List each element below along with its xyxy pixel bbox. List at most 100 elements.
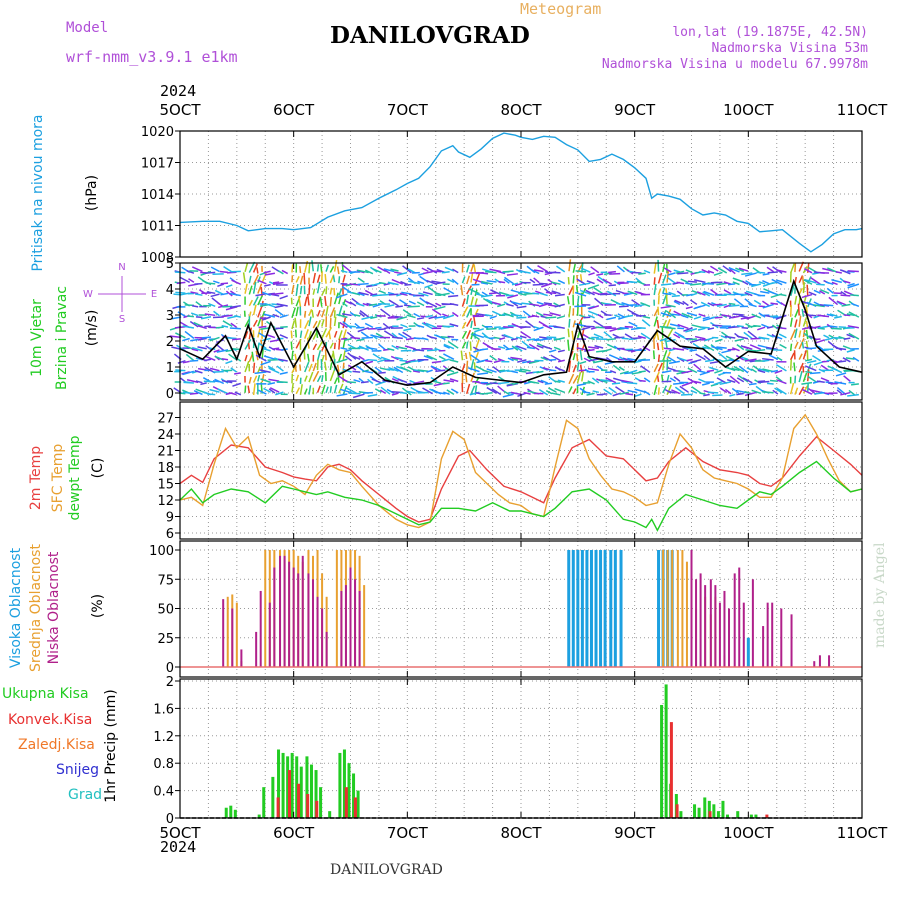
wind-arrow — [603, 388, 613, 396]
wind-arrow — [370, 316, 378, 320]
wind-arrow — [567, 328, 570, 338]
wind-arrow — [481, 291, 489, 297]
wind-arrow — [805, 279, 817, 284]
wind-arrow — [276, 380, 288, 384]
wind-arrow — [308, 316, 312, 327]
wind-arrow — [701, 268, 710, 274]
wind-arrow — [475, 292, 484, 297]
wind-arrow — [365, 360, 374, 365]
wind-arrow — [339, 321, 348, 329]
wind-arrow — [225, 290, 233, 297]
wind-arrow — [213, 349, 220, 353]
wind-arrow — [665, 310, 677, 319]
bar — [738, 567, 741, 667]
wind-arrow — [813, 304, 825, 308]
wind-arrow — [511, 282, 519, 286]
wind-arrow — [189, 320, 199, 328]
wind-arrow — [551, 281, 561, 285]
wind-arrow — [789, 329, 796, 341]
wind-arrow — [694, 304, 706, 309]
wind-arrow — [486, 368, 497, 373]
wind-arrow — [840, 291, 847, 296]
wind-arrow — [700, 301, 711, 308]
y-tick-label: 3 — [166, 309, 174, 324]
wind-arrow — [197, 337, 207, 341]
wind-arrow — [526, 338, 536, 342]
wind-arrow — [568, 386, 573, 393]
wind-arrow — [542, 345, 553, 350]
wind-arrow — [615, 386, 625, 394]
bar — [619, 550, 623, 667]
wind-arrow — [517, 359, 527, 363]
wind-arrow — [776, 387, 787, 395]
wind-arrow — [426, 354, 438, 361]
wind-arrow — [423, 355, 433, 360]
wind-arrow — [435, 369, 446, 373]
wind-arrow — [279, 371, 288, 375]
wind-arrow — [186, 270, 195, 274]
bar — [709, 579, 712, 667]
wind-arrow — [818, 325, 830, 329]
wind-arrow — [751, 313, 762, 319]
wind-arrow — [341, 313, 352, 317]
bar — [780, 608, 783, 667]
bar — [693, 804, 697, 818]
compass-south: S — [119, 314, 125, 325]
bar — [290, 752, 294, 818]
wind-arrow — [295, 374, 300, 382]
wind-arrow — [391, 278, 404, 285]
wind-arrow — [205, 345, 212, 351]
wind-arrow — [643, 377, 651, 383]
wind-arrow — [306, 293, 310, 306]
wind-arrow — [779, 343, 787, 349]
wind-arrow — [516, 305, 527, 309]
bar — [671, 550, 674, 667]
wind-arrow — [338, 276, 341, 284]
bar — [314, 770, 318, 818]
wind-arrow — [460, 285, 464, 296]
wind-arrow — [716, 303, 727, 308]
wind-arrow — [731, 315, 740, 319]
wind-arrow — [540, 356, 548, 361]
wind-arrow — [416, 317, 425, 320]
wind-arrow — [371, 378, 382, 384]
wind-arrow — [247, 342, 251, 350]
wind-arrow — [581, 371, 585, 382]
wind-arrow — [295, 306, 299, 317]
x-tick-label-top: 5OCT — [160, 101, 202, 119]
wind-arrow — [653, 316, 658, 327]
wind-arrow — [847, 283, 860, 289]
wind-arrow — [260, 360, 271, 366]
wind-arrow — [528, 360, 540, 365]
wind-arrow — [353, 314, 361, 317]
wind-arrow — [384, 304, 395, 308]
wind-arrow — [693, 315, 702, 320]
bar — [594, 550, 598, 667]
wind-arrow — [321, 328, 328, 339]
wind-arrow — [447, 335, 454, 338]
bar — [828, 655, 831, 667]
wind-arrow — [822, 267, 834, 272]
wind-arrow — [518, 370, 527, 373]
wind-arrow — [485, 270, 497, 274]
wind-arrow — [733, 365, 745, 373]
wind-arrow — [693, 363, 702, 371]
wind-arrow — [845, 357, 855, 360]
wind-arrow — [706, 369, 715, 373]
wind-arrow — [794, 387, 799, 395]
bar — [277, 749, 281, 818]
wind-arrow — [210, 293, 220, 298]
wind-arrow — [586, 356, 596, 363]
wind-arrow — [416, 301, 425, 307]
wind-arrow — [281, 269, 289, 275]
bar — [679, 811, 683, 818]
wind-arrow — [798, 370, 803, 383]
wind-arrow — [674, 386, 685, 395]
wind-arrow — [794, 319, 798, 328]
wind-arrow — [736, 335, 749, 340]
wind-arrow — [587, 305, 595, 310]
wind-arrow — [274, 305, 284, 309]
wind-arrow — [704, 359, 715, 363]
wind-arrow — [619, 370, 629, 375]
bar — [321, 608, 324, 667]
